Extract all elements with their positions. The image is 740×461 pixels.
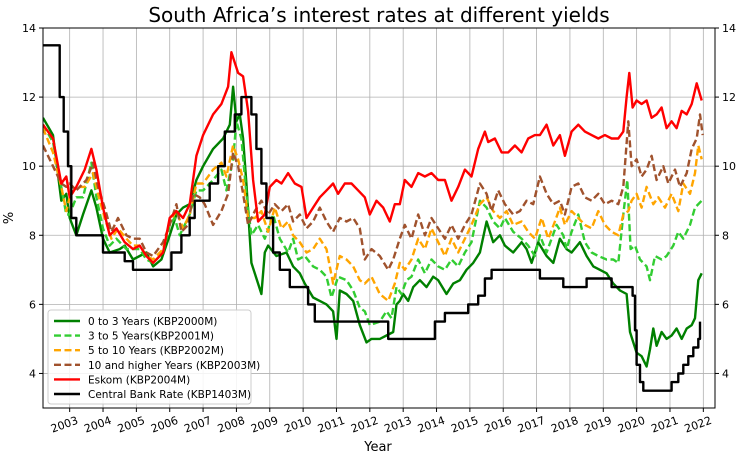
legend-label-3: 10 and higher Years (KBP2003M) [88, 360, 260, 372]
legend-label-4: Eskom (KBP2004M) [88, 374, 190, 386]
chart-title: South Africa’s interest rates at differe… [148, 3, 609, 27]
y-tick-label-left: 10 [22, 160, 36, 173]
series-lines [43, 44, 704, 392]
y-tick-label-left: 12 [22, 91, 36, 104]
y-tick-label-right: 8 [722, 229, 729, 242]
legend-label-5: Central Bank Rate (KBP1403M) [88, 389, 251, 401]
y-tick-label-right: 14 [722, 22, 736, 35]
y-tick-label-right: 10 [722, 160, 736, 173]
y-tick-label-left: 6 [29, 298, 36, 311]
y-tick-label-right: 12 [722, 91, 736, 104]
y-tick-label-left: 14 [22, 22, 36, 35]
legend-label-0: 0 to 3 Years (KBP2000M) [88, 316, 217, 328]
y-tick-label-left: 4 [29, 367, 36, 380]
y-tick-label-right: 4 [722, 367, 729, 380]
legend-label-2: 5 to 10 Years (KBP2002M) [88, 345, 224, 357]
series-line-4 [43, 51, 703, 265]
legend-label-1: 3 to 5 Years(KBP2001M) [88, 331, 214, 343]
y-tick-label-right: 6 [722, 298, 729, 311]
y-tick-label-left: 8 [29, 229, 36, 242]
series-line-1 [43, 120, 703, 327]
x-axis-title: Year [363, 440, 392, 455]
y-axis-title: % [2, 212, 17, 224]
legend-box [47, 309, 252, 405]
series-line-5 [43, 44, 702, 392]
plot-frame [42, 27, 716, 409]
series-line-0 [43, 85, 703, 368]
legend: 0 to 3 Years (KBP2000M) 3 to 5 Years(KBP2… [47, 309, 260, 405]
